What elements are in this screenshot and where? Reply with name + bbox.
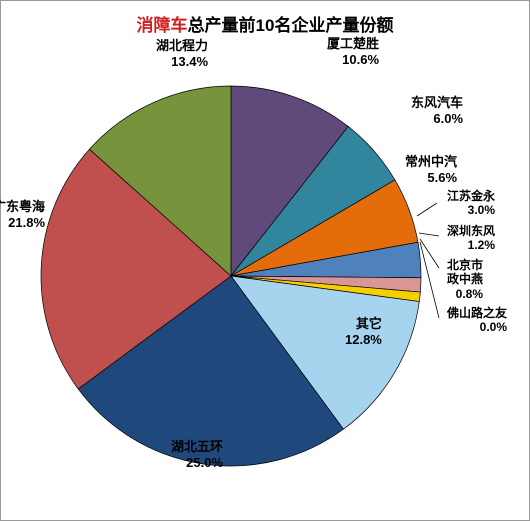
leader-line bbox=[417, 203, 437, 216]
slice-label: 北京市政中燕0.8% bbox=[447, 258, 483, 301]
slice-name: 常州中汽 bbox=[405, 154, 457, 169]
slice-name-2: 政中燕 bbox=[447, 272, 483, 286]
slice-label: 湖北五环25.0% bbox=[171, 439, 223, 470]
leader-line bbox=[419, 233, 439, 236]
slice-pct: 12.8% bbox=[345, 332, 382, 347]
slice-name: 深圳东风 bbox=[447, 224, 495, 238]
slice-pct: 5.6% bbox=[427, 170, 457, 185]
slice-label: 其它12.8% bbox=[345, 316, 382, 347]
slice-label: 湖北程力13.4% bbox=[156, 38, 208, 69]
chart-frame: 消障车总产量前10名企业产量份额 厦工楚胜10.6% 东风汽车6.0% 常州中汽5.… bbox=[0, 0, 530, 521]
slice-name: 北京市 bbox=[447, 258, 483, 272]
slice-label: 厦工楚胜10.6% bbox=[327, 36, 379, 67]
slice-label: 广东粤海21.8% bbox=[0, 199, 45, 230]
slice-label: 江苏金永3.0% bbox=[447, 189, 495, 218]
slice-name: 佛山路之友 bbox=[447, 306, 507, 320]
slice-pct: 10.6% bbox=[342, 52, 379, 67]
slice-pct: 0.0% bbox=[480, 320, 507, 334]
slice-pct: 6.0% bbox=[433, 111, 463, 126]
slice-name: 湖北程力 bbox=[156, 38, 208, 53]
pie-chart: 厦工楚胜10.6%东风汽车6.0%常州中汽5.6%江苏金永3.0%深圳东风1.2… bbox=[1, 41, 530, 516]
slice-label: 深圳东风1.2% bbox=[447, 224, 495, 253]
slice-pct: 13.4% bbox=[171, 54, 208, 69]
slice-name: 厦工楚胜 bbox=[327, 36, 379, 51]
title-highlight: 消障车 bbox=[137, 16, 188, 35]
slice-name: 湖北五环 bbox=[171, 439, 223, 454]
title-rest: 总产量前10名企业产量份额 bbox=[188, 16, 394, 35]
slice-label: 佛山路之友0.0% bbox=[447, 306, 507, 335]
slice-pct: 3.0% bbox=[468, 203, 495, 217]
chart-title: 消障车总产量前10名企业产量份额 bbox=[1, 1, 529, 36]
slice-label: 东风汽车6.0% bbox=[411, 95, 463, 126]
slice-pct: 0.8% bbox=[456, 287, 483, 301]
slice-pct: 21.8% bbox=[8, 215, 45, 230]
slice-label: 常州中汽5.6% bbox=[405, 154, 457, 185]
slice-name: 江苏金永 bbox=[447, 189, 495, 203]
slice-pct: 1.2% bbox=[468, 238, 495, 252]
slice-pct: 25.0% bbox=[186, 455, 223, 470]
slice-name: 其它 bbox=[356, 316, 382, 331]
slice-name: 广东粤海 bbox=[0, 199, 45, 214]
slice-name: 东风汽车 bbox=[411, 95, 463, 110]
